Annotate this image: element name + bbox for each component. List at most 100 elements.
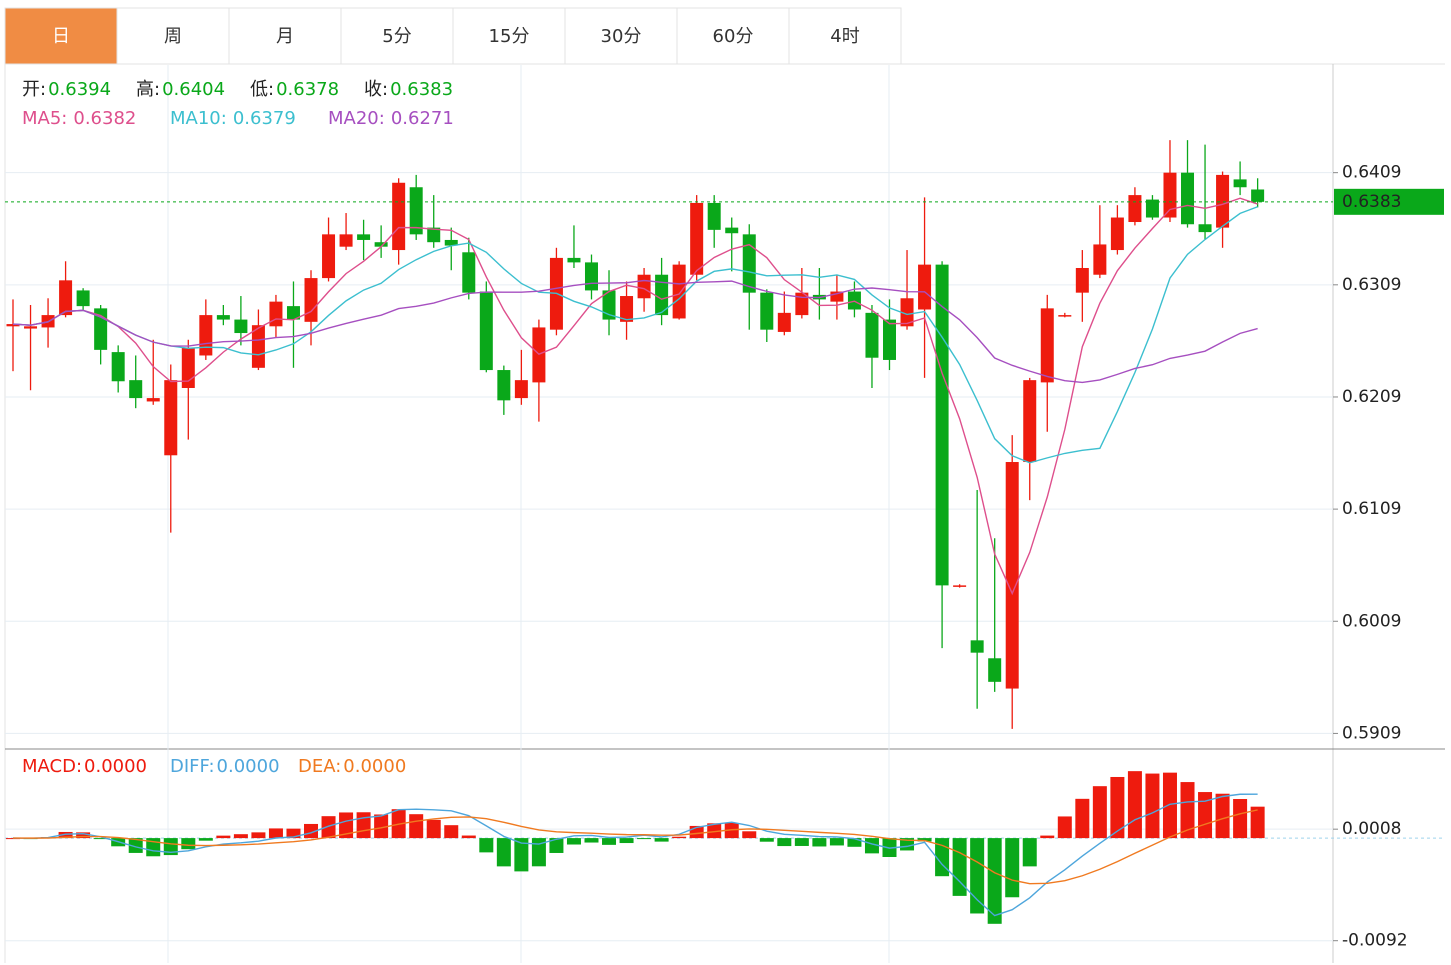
tab[interactable] [116, 7, 230, 65]
y-tick-label: 0.6309 [1342, 275, 1401, 295]
macd-bar [637, 838, 652, 840]
candle-body [567, 257, 581, 263]
macd-bar [198, 838, 213, 841]
tab[interactable] [4, 7, 118, 65]
macd-bar [1075, 798, 1090, 839]
ma-line [12, 206, 1258, 464]
macd-bar [58, 831, 73, 839]
macd-bar [549, 838, 564, 853]
candle-body [532, 327, 546, 383]
candle-body [1145, 199, 1159, 218]
legend-label: DIFF: [170, 756, 215, 777]
macd-bar [812, 838, 827, 847]
candle-body [953, 585, 967, 587]
ma-line [12, 197, 1258, 596]
tab-label[interactable]: 日 [52, 26, 70, 47]
macd-bar [847, 838, 862, 847]
macd-bar [233, 834, 248, 839]
macd-bar [602, 838, 617, 845]
macd-bar [304, 823, 319, 839]
tab[interactable] [452, 7, 566, 65]
macd-bar [1198, 792, 1213, 839]
candle-body [830, 291, 844, 302]
candle-body [865, 312, 879, 358]
macd-line [12, 809, 1258, 885]
candle-body [322, 234, 336, 279]
candle-body [1058, 315, 1072, 317]
candle-body [199, 315, 213, 356]
candle-body [1216, 174, 1230, 228]
macd-bar [356, 812, 371, 839]
macd-bar [952, 838, 967, 896]
candle-body [620, 296, 634, 322]
macd-bar [444, 825, 459, 839]
tab[interactable] [228, 7, 342, 65]
macd-bar [1040, 835, 1055, 839]
candle-body [444, 239, 458, 246]
candle-body [304, 278, 318, 322]
macd-bar [584, 838, 599, 843]
macd-line [12, 793, 1258, 917]
tab-label[interactable]: 周 [164, 26, 182, 47]
candle-body [707, 202, 721, 230]
macd-bar [339, 812, 354, 839]
y-tick-label: 0.6109 [1342, 499, 1401, 519]
macd-bar [1162, 772, 1177, 839]
tab-label[interactable]: 30分 [601, 26, 642, 47]
legend-value: 0.6379 [233, 108, 296, 129]
macd-bar [321, 816, 336, 839]
candle-body [392, 182, 406, 251]
legend-label: 低: [250, 79, 274, 100]
tab[interactable] [340, 7, 454, 65]
candle-body [216, 315, 230, 320]
legend-value: 0.6378 [276, 79, 339, 100]
tab-label[interactable]: 月 [276, 26, 294, 47]
candle-body [286, 306, 300, 320]
macd-bar [1180, 782, 1195, 839]
macd-bar [794, 838, 809, 846]
tab-label[interactable]: 5分 [382, 26, 411, 47]
candle-body [1233, 179, 1247, 188]
legend-value: 0.6271 [391, 108, 454, 129]
y-tick-label: 0.5909 [1342, 723, 1401, 743]
legend-value: 0.6383 [390, 79, 453, 100]
macd-bar [759, 838, 774, 842]
macd-bar [251, 832, 266, 839]
macd-bar [531, 838, 546, 867]
legend-label: MA10: [170, 108, 227, 129]
tab[interactable] [788, 7, 902, 65]
candle-body [1040, 308, 1054, 383]
candle-body [427, 227, 441, 243]
macd-bar [917, 838, 932, 842]
legend-value: 0.0000 [84, 756, 147, 777]
macd-bar [1005, 838, 1020, 898]
candle-body [1093, 244, 1107, 275]
legend-value: 0.0000 [343, 756, 406, 777]
candle-body [935, 264, 949, 586]
macd-bar [1233, 799, 1248, 839]
tab-label[interactable]: 4时 [830, 26, 859, 47]
legend-label: MACD: [22, 756, 82, 777]
legend-value: 0.0000 [217, 756, 280, 777]
macd-bar [286, 828, 301, 839]
legend-value: 0.6404 [162, 79, 225, 100]
candle-body [251, 325, 265, 368]
tab-label[interactable]: 15分 [489, 26, 530, 47]
legend-label: 收: [364, 79, 388, 100]
candle-body [76, 290, 90, 307]
candle-body [129, 380, 143, 399]
macd-bar [76, 832, 91, 839]
macd-bar [1110, 776, 1125, 839]
candle-body [918, 264, 932, 310]
candle-body [760, 292, 774, 330]
candle-body [111, 352, 125, 382]
macd-bar [864, 838, 879, 854]
candle-body [1023, 380, 1037, 463]
candle-body [59, 280, 73, 316]
candle-body [1005, 462, 1019, 689]
tab-label[interactable]: 60分 [713, 26, 754, 47]
tab[interactable] [564, 7, 678, 65]
candle-body [146, 398, 160, 402]
macd-bar [181, 838, 196, 850]
macd-bar [566, 838, 581, 845]
